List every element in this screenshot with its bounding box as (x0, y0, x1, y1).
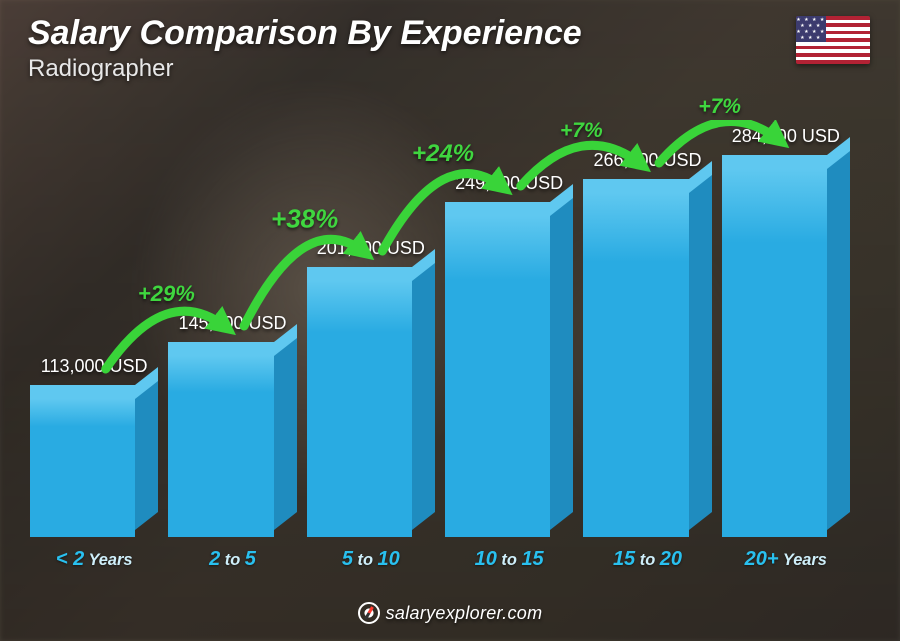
pct-increase-label: +29% (138, 281, 195, 307)
pct-increase-label: +7% (560, 119, 603, 143)
bar-value-label: 266,000 USD (593, 150, 701, 171)
category-label: 15 to 20 (583, 548, 711, 571)
bar (30, 385, 158, 537)
pct-increase-label: +7% (698, 95, 741, 119)
brand-text: salaryexplorer.com (386, 603, 543, 624)
category-label: 10 to 15 (445, 548, 573, 571)
category-label: 2 to 5 (168, 548, 296, 571)
bar-chart: 113,000 USD 145,000 USD 201,000 USD 249,000… (30, 120, 850, 571)
brand-label: salaryexplorer.com (358, 602, 543, 624)
bar-slot: 201,000 USD (307, 238, 435, 537)
page-title: Salary Comparison By Experience (28, 14, 872, 53)
bar (722, 155, 850, 537)
page-subtitle: Radiographer (28, 55, 872, 83)
bar-slot: 249,000 USD (445, 173, 573, 537)
flag-icon (796, 16, 870, 64)
bar-slot: 266,000 USD (583, 150, 711, 537)
bar (168, 342, 296, 537)
category-label: 20+ Years (722, 548, 850, 571)
bar (445, 202, 573, 537)
compass-icon (358, 602, 380, 624)
bar (307, 267, 435, 537)
footer: salaryexplorer.com (0, 602, 900, 629)
bar-value-label: 284,000 USD (732, 126, 840, 147)
bar (583, 179, 711, 537)
category-label: 5 to 10 (307, 548, 435, 571)
bar-value-label: 249,000 USD (455, 173, 563, 194)
category-label: < 2 Years (30, 548, 158, 571)
header: Salary Comparison By Experience Radiogra… (28, 14, 872, 83)
bar-value-label: 201,000 USD (317, 238, 425, 259)
pct-increase-label: +38% (271, 204, 338, 235)
bar-value-label: 145,000 USD (178, 313, 286, 334)
bar-slot: 145,000 USD (168, 313, 296, 537)
bar-slot: 284,000 USD (722, 126, 850, 537)
pct-increase-label: +24% (412, 140, 474, 168)
bar-value-label: 113,000 USD (41, 356, 148, 377)
bar-slot: 113,000 USD (30, 356, 158, 537)
